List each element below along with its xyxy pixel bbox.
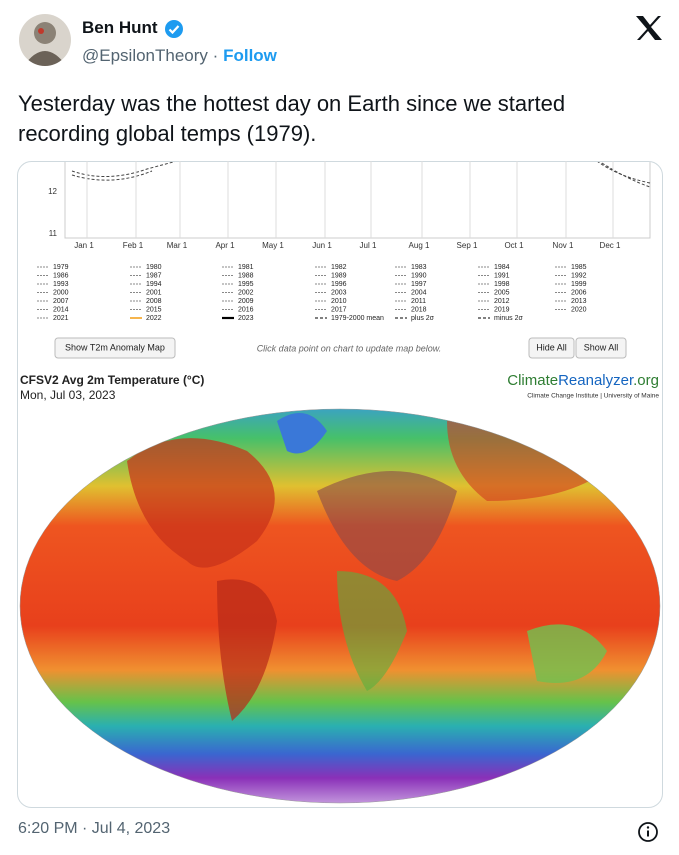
legend-label[interactable]: 2005 — [494, 289, 510, 296]
legend-label[interactable]: 1980 — [146, 264, 162, 271]
month-label: Aug 1 — [409, 241, 430, 250]
tweet-text: Yesterday was the hottest day on Earth s… — [18, 89, 565, 149]
legend-label[interactable]: 1986 — [53, 272, 69, 279]
month-label: Mar 1 — [167, 241, 188, 250]
chart-fragment — [64, 162, 651, 239]
map-title: CFSV2 Avg 2m Temperature (°C) — [20, 373, 204, 387]
legend-label[interactable]: 1990 — [411, 272, 427, 279]
tweet-line: recording global temps (1979). — [18, 121, 317, 146]
legend-label[interactable]: 1979 — [53, 264, 69, 271]
legend-label[interactable]: 1991 — [494, 272, 510, 279]
legend-label[interactable]: 2014 — [53, 306, 69, 313]
legend-label[interactable]: 1984 — [494, 264, 510, 271]
legend-label[interactable]: 2017 — [331, 306, 347, 313]
legend-label[interactable]: 1997 — [411, 281, 427, 288]
legend-label[interactable]: 2009 — [238, 298, 254, 305]
legend-label[interactable]: 2002 — [238, 289, 254, 296]
legend-label[interactable]: 2007 — [53, 298, 69, 305]
month-label: Nov 1 — [553, 241, 574, 250]
legend-label[interactable]: plus 2σ — [411, 315, 435, 322]
brand-subtitle: Climate Change Institute | University of… — [527, 393, 659, 400]
legend-label[interactable]: 2004 — [411, 289, 427, 296]
legend-label[interactable]: 2001 — [146, 289, 162, 296]
legend-label[interactable]: 2010 — [331, 298, 347, 305]
month-label: Apr 1 — [215, 241, 235, 250]
legend-label[interactable]: 2008 — [146, 298, 162, 305]
legend-label[interactable]: 1989 — [331, 272, 347, 279]
separator: · — [212, 46, 219, 65]
author-name[interactable]: Ben Hunt — [82, 18, 158, 37]
legend-label[interactable]: 2018 — [411, 306, 427, 313]
legend-label[interactable]: 2020 — [571, 306, 587, 313]
legend-label[interactable]: 1983 — [411, 264, 427, 271]
brand: ClimateReanalyzer.org — [507, 372, 659, 389]
legend-label[interactable]: 2003 — [331, 289, 347, 296]
legend-label[interactable]: 1992 — [571, 272, 587, 279]
y-label: 11 — [49, 229, 58, 238]
month-label: Dec 1 — [600, 241, 621, 250]
legend-label[interactable]: 2006 — [571, 289, 587, 296]
button[interactable]: Show T2m Anomaly Map — [65, 342, 165, 352]
month-label: Jun 1 — [312, 241, 332, 250]
legend-label[interactable]: 1981 — [238, 264, 254, 271]
legend-label[interactable]: 1996 — [331, 281, 347, 288]
legend-label[interactable]: 1998 — [494, 281, 510, 288]
button[interactable]: Show All — [584, 342, 619, 352]
month-label: Feb 1 — [123, 241, 144, 250]
legend-label[interactable]: 1994 — [146, 281, 162, 288]
button-bg — [575, 337, 627, 359]
button[interactable]: Hide All — [536, 342, 567, 352]
month-label: May 1 — [262, 241, 284, 250]
legend-label[interactable]: 2011 — [411, 298, 426, 305]
legend-label[interactable]: 2019 — [494, 306, 510, 313]
legend-label[interactable]: 2012 — [494, 298, 510, 305]
legend-label[interactable]: 1987 — [146, 272, 162, 279]
legend-label[interactable]: 2023 — [238, 315, 254, 322]
tweet-line: Yesterday was the hottest day on Earth s… — [18, 91, 566, 116]
author-handle[interactable]: @EpsilonTheory — [82, 46, 208, 65]
avatar[interactable] — [18, 13, 72, 67]
legend-label[interactable]: 2015 — [146, 306, 162, 313]
legend-label[interactable]: 2021 — [53, 315, 69, 322]
legend-label[interactable]: 2000 — [53, 289, 69, 296]
temperature-map — [20, 409, 660, 803]
button-bg — [54, 337, 176, 359]
brand-part: .org — [633, 372, 659, 389]
legend-label[interactable]: 1985 — [571, 264, 587, 271]
legend-label[interactable]: 2016 — [238, 306, 254, 313]
legend-label[interactable]: 2013 — [571, 298, 587, 305]
button-bg — [528, 337, 575, 359]
embedded-image[interactable]: 12 11 Jan 1 Feb 1 Mar 1 Apr 1 May 1 Jun 1 Jul 1 A… — [17, 161, 663, 808]
brand-part: Climate — [507, 372, 558, 389]
month-label: Sep 1 — [457, 241, 478, 250]
handle-row: @EpsilonTheory · Follow — [82, 46, 277, 66]
month-label: Oct 1 — [504, 241, 524, 250]
x-logo[interactable] — [634, 15, 662, 41]
legend-label[interactable]: 1999 — [571, 281, 587, 288]
legend-label[interactable]: minus 2σ — [494, 315, 524, 322]
brand-part: Reanalyzer — [558, 372, 634, 389]
timestamp[interactable]: 6:20 PM · Jul 4, 2023 — [18, 820, 171, 837]
month-label: Jul 1 — [360, 241, 377, 250]
hint: Click data point on chart to update map … — [257, 343, 442, 353]
legend-label[interactable]: 1979-2000 mean — [331, 315, 384, 322]
legend-label[interactable]: 1988 — [238, 272, 254, 279]
legend-label[interactable]: 1993 — [53, 281, 69, 288]
map-date: Mon, Jul 03, 2023 — [20, 388, 116, 402]
info-icon[interactable] — [637, 821, 659, 843]
verified-badge — [165, 20, 183, 38]
legend-label[interactable]: 2022 — [146, 315, 162, 322]
legend-label[interactable]: 1995 — [238, 281, 254, 288]
legend-label[interactable]: 1982 — [331, 264, 347, 271]
follow-button[interactable]: Follow — [223, 46, 277, 65]
y-label: 12 — [48, 187, 57, 196]
month-label: Jan 1 — [74, 241, 94, 250]
